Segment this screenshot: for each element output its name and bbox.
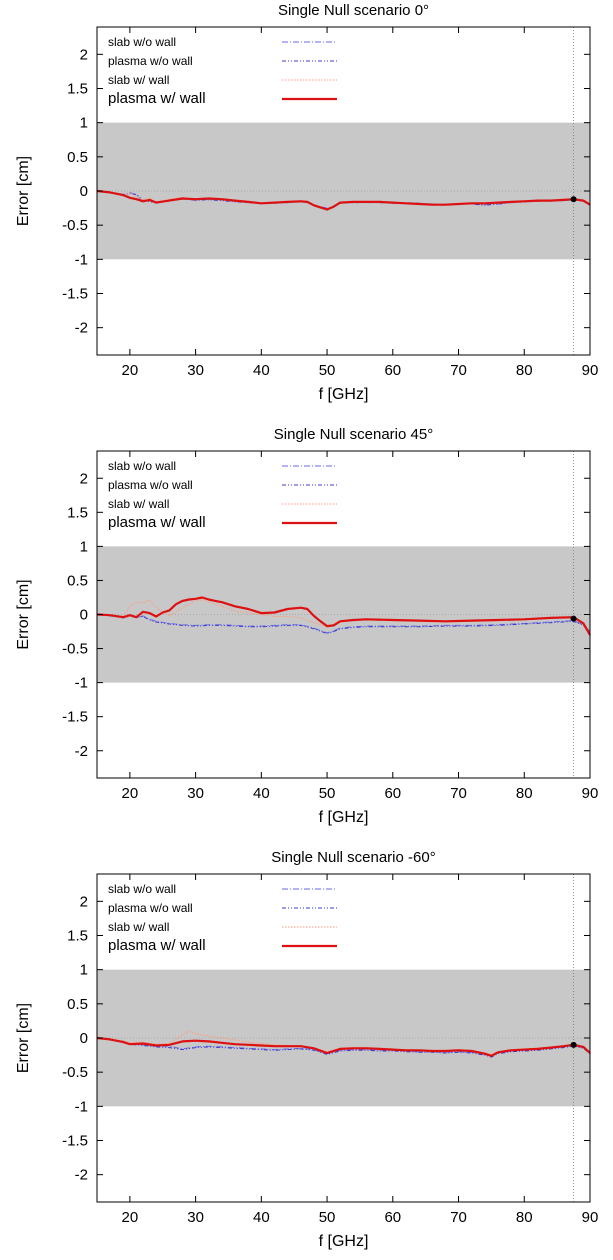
legend-label-slab-w-wall: slab w/ wall [108, 497, 169, 511]
x-tick-label: 90 [582, 362, 599, 379]
x-tick-label: 70 [450, 362, 467, 379]
series-line-plasma-w-wall [96, 1036, 591, 1057]
chart-panel-3: Single Null scenario -60°20 30 40 50 60 70 80 9… [15, 849, 598, 1250]
x-tick-label: 50 [319, 785, 336, 802]
x-tick-label: 20 [122, 362, 139, 379]
y-axis-label: Error [cm] [15, 156, 32, 226]
y-tick-label: 0 [80, 1030, 88, 1047]
legend: slab w/o wall plasma w/o wall slab w/ wall… [108, 35, 337, 107]
series-line-slab-wo-wall [96, 614, 591, 634]
y-tick-label: 0.5 [67, 149, 88, 166]
x-axis-label: f [GHz] [319, 809, 369, 826]
y-tick-label: 2 [80, 46, 88, 63]
x-tick-label: 90 [582, 785, 599, 802]
y-tick-label: 0 [80, 607, 88, 624]
x-axis-label: f [GHz] [319, 386, 369, 403]
y-tick-label: 1 [80, 538, 88, 555]
y-tick-label: 1 [80, 115, 88, 132]
legend-label-plasma-wo-wall: plasma w/o wall [108, 478, 193, 492]
x-tick-label: 30 [187, 785, 204, 802]
marker-point [570, 1041, 577, 1048]
y-axis-label: Error [cm] [15, 579, 32, 649]
y-tick-label: -1 [75, 251, 88, 268]
x-tick-label: 40 [253, 785, 270, 802]
legend-label-plasma-w-wall: plasma w/ wall [108, 514, 206, 531]
x-tick-label: 60 [384, 785, 401, 802]
y-tick-label: -2 [75, 320, 88, 337]
y-tick-label: 2 [80, 893, 88, 910]
legend-label-slab-wo-wall: slab w/o wall [108, 35, 176, 49]
x-tick-label: 80 [516, 362, 533, 379]
y-tick-label: 1.5 [67, 81, 88, 98]
legend-label-plasma-wo-wall: plasma w/o wall [108, 901, 193, 915]
series-line-plasma-wo-wall [96, 1037, 591, 1058]
legend-label-slab-w-wall: slab w/ wall [108, 920, 169, 934]
y-tick-label: 2 [80, 470, 88, 487]
x-tick-label: 50 [319, 362, 336, 379]
y-axis-label: Error [cm] [15, 1003, 32, 1073]
chart-title: Single Null scenario 45° [274, 426, 433, 443]
legend-label-plasma-w-wall: plasma w/ wall [108, 937, 206, 954]
y-tick-label: -1 [75, 675, 88, 692]
chart-title: Single Null scenario 0° [278, 2, 429, 19]
y-tick-label: -2 [75, 1167, 88, 1184]
y-tick-label: 1.5 [67, 504, 88, 521]
x-tick-label: 20 [122, 1209, 139, 1226]
x-tick-label: 80 [516, 1209, 533, 1226]
x-tick-label: 90 [582, 1209, 599, 1226]
y-tick-label: 1 [80, 962, 88, 979]
y-tick-label: -1.5 [62, 286, 88, 303]
x-tick-label: 80 [516, 785, 533, 802]
y-tick-label: -1.5 [62, 709, 88, 726]
y-tick-label: -1.5 [62, 1133, 88, 1150]
legend-label-slab-w-wall: slab w/ wall [108, 73, 169, 87]
marker-point [570, 615, 577, 622]
y-tick-label: 1.5 [67, 928, 88, 945]
y-tick-label: -1 [75, 1098, 88, 1115]
series-line-plasma-w-wall [96, 189, 591, 211]
y-tick-label: -2 [75, 743, 88, 760]
y-tick-label: 0 [80, 183, 88, 200]
legend: slab w/o wall plasma w/o wall slab w/ wall… [108, 882, 337, 954]
legend-label-plasma-wo-wall: plasma w/o wall [108, 54, 193, 68]
chart-panel-1: Single Null scenario 0°20 30 40 50 60 70 80 902… [15, 2, 598, 403]
marker-point [570, 196, 577, 203]
x-tick-label: 20 [122, 785, 139, 802]
chart-panel-2: Single Null scenario 45°20 30 40 50 60 70 80 90… [15, 426, 598, 826]
x-tick-label: 30 [187, 1209, 204, 1226]
y-tick-label: -0.5 [62, 1064, 88, 1081]
y-tick-label: -0.5 [62, 641, 88, 658]
series-line-plasma-wo-wall [96, 614, 591, 635]
x-tick-label: 60 [384, 362, 401, 379]
x-tick-label: 70 [450, 1209, 467, 1226]
legend: slab w/o wall plasma w/o wall slab w/ wall… [108, 459, 337, 531]
legend-label-slab-wo-wall: slab w/o wall [108, 882, 176, 896]
y-tick-label: -0.5 [62, 217, 88, 234]
y-tick-label: 0.5 [67, 572, 88, 589]
legend-label-slab-wo-wall: slab w/o wall [108, 459, 176, 473]
x-tick-label: 30 [187, 362, 204, 379]
y-tick-label: 0.5 [67, 996, 88, 1013]
x-tick-label: 40 [253, 362, 270, 379]
chart-title: Single Null scenario -60° [271, 849, 435, 866]
legend-label-plasma-w-wall: plasma w/ wall [108, 90, 206, 107]
x-tick-label: 40 [253, 1209, 270, 1226]
x-tick-label: 70 [450, 785, 467, 802]
x-axis-label: f [GHz] [319, 1233, 369, 1250]
x-tick-label: 50 [319, 1209, 336, 1226]
series-line-plasma-w-wall [96, 596, 591, 636]
x-tick-label: 60 [384, 1209, 401, 1226]
